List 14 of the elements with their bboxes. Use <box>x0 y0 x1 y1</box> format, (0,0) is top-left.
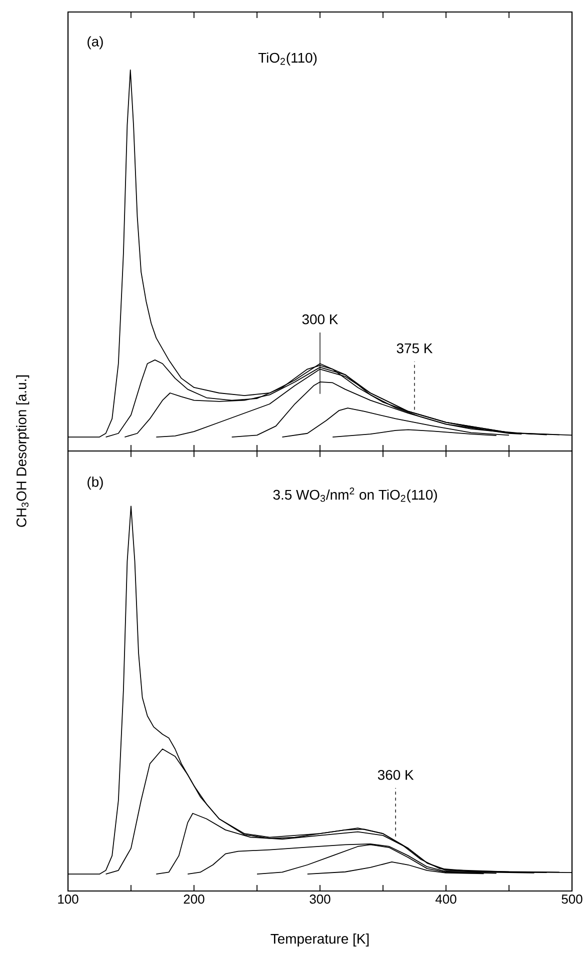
y-axis-title: CH$_{3}$OH Desorption [a.u.] <box>16 375 30 527</box>
text: TiO$_{2}$(110) <box>258 52 317 66</box>
x-tick-label: 100 <box>58 894 78 904</box>
text: (a) <box>88 36 103 50</box>
text: (b) <box>88 476 103 490</box>
x-tick-label: 400 <box>436 894 456 904</box>
x-tick-label: 500 <box>562 894 582 904</box>
x-tick-label: 300 <box>310 894 330 904</box>
x-tick-label: 200 <box>184 894 204 904</box>
x-axis-title: Temperature [K] <box>270 934 369 946</box>
annotation: 360 K <box>378 770 414 780</box>
text: 3.5 WO$_{3}$/nm$^{2}$ on TiO$_{2}$(110) <box>273 488 437 502</box>
annotation: 300 K <box>302 314 338 324</box>
annotation: 375 K <box>396 343 433 354</box>
